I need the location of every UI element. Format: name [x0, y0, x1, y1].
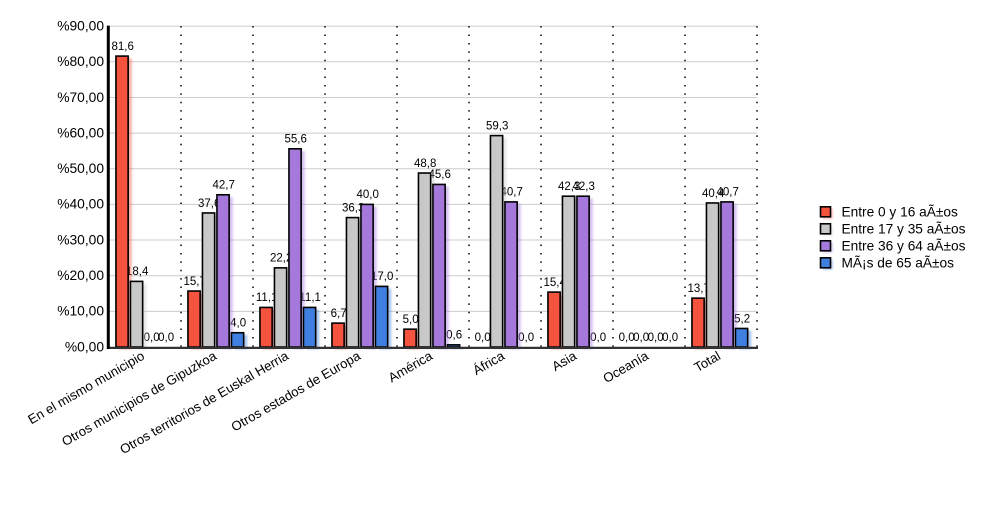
- svg-text:%60,00: %60,00: [57, 125, 104, 140]
- svg-text:0,0: 0,0: [619, 332, 635, 344]
- svg-text:15,7: 15,7: [183, 276, 205, 288]
- svg-text:0,0: 0,0: [518, 332, 534, 344]
- svg-text:36,3: 36,3: [342, 202, 364, 214]
- svg-text:0,6: 0,6: [446, 330, 462, 342]
- svg-text:5,2: 5,2: [734, 313, 750, 325]
- svg-text:%0,00: %0,00: [65, 339, 104, 354]
- svg-text:37,6: 37,6: [198, 198, 220, 210]
- svg-text:42,3: 42,3: [572, 181, 594, 193]
- svg-text:0,0: 0,0: [633, 332, 649, 344]
- svg-text:0,0: 0,0: [648, 332, 664, 344]
- svg-text:Entre 17 y 35 aÃ±os: Entre 17 y 35 aÃ±os: [842, 221, 966, 236]
- svg-text:%90,00: %90,00: [57, 18, 104, 33]
- svg-text:0,0: 0,0: [144, 332, 160, 344]
- svg-text:40,4: 40,4: [702, 188, 725, 200]
- svg-text:22,2: 22,2: [270, 253, 292, 265]
- svg-text:42,7: 42,7: [212, 180, 234, 192]
- svg-text:%20,00: %20,00: [57, 268, 104, 283]
- svg-text:15,4: 15,4: [543, 277, 566, 289]
- svg-text:%40,00: %40,00: [57, 197, 104, 212]
- svg-text:55,6: 55,6: [284, 134, 306, 146]
- svg-text:Entre 36 y 64 aÃ±os: Entre 36 y 64 aÃ±os: [842, 238, 966, 253]
- svg-text:0,0: 0,0: [158, 332, 174, 344]
- svg-text:42,3: 42,3: [558, 181, 580, 193]
- svg-text:0,0: 0,0: [662, 332, 678, 344]
- svg-text:%70,00: %70,00: [57, 90, 104, 105]
- svg-text:%50,00: %50,00: [57, 161, 104, 176]
- svg-text:%10,00: %10,00: [57, 304, 104, 319]
- svg-text:0,0: 0,0: [475, 332, 491, 344]
- svg-text:40,0: 40,0: [356, 189, 378, 201]
- svg-text:11,1: 11,1: [299, 292, 321, 304]
- svg-text:%80,00: %80,00: [57, 54, 104, 69]
- svg-text:5,0: 5,0: [403, 314, 419, 326]
- svg-text:0,0: 0,0: [590, 332, 606, 344]
- svg-text:4,0: 4,0: [230, 318, 246, 330]
- svg-text:11,1: 11,1: [256, 292, 278, 304]
- svg-text:Entre 0 y 16 aÃ±os: Entre 0 y 16 aÃ±os: [842, 204, 958, 219]
- svg-text:59,3: 59,3: [486, 120, 508, 132]
- svg-text:48,8: 48,8: [414, 158, 436, 170]
- svg-text:13,7: 13,7: [687, 283, 709, 295]
- svg-text:6,7: 6,7: [331, 308, 347, 320]
- svg-text:MÃ¡s de 65 aÃ±os: MÃ¡s de 65 aÃ±os: [842, 255, 955, 270]
- svg-text:81,6: 81,6: [111, 41, 133, 53]
- svg-text:%30,00: %30,00: [57, 232, 104, 247]
- svg-text:40,7: 40,7: [716, 187, 738, 199]
